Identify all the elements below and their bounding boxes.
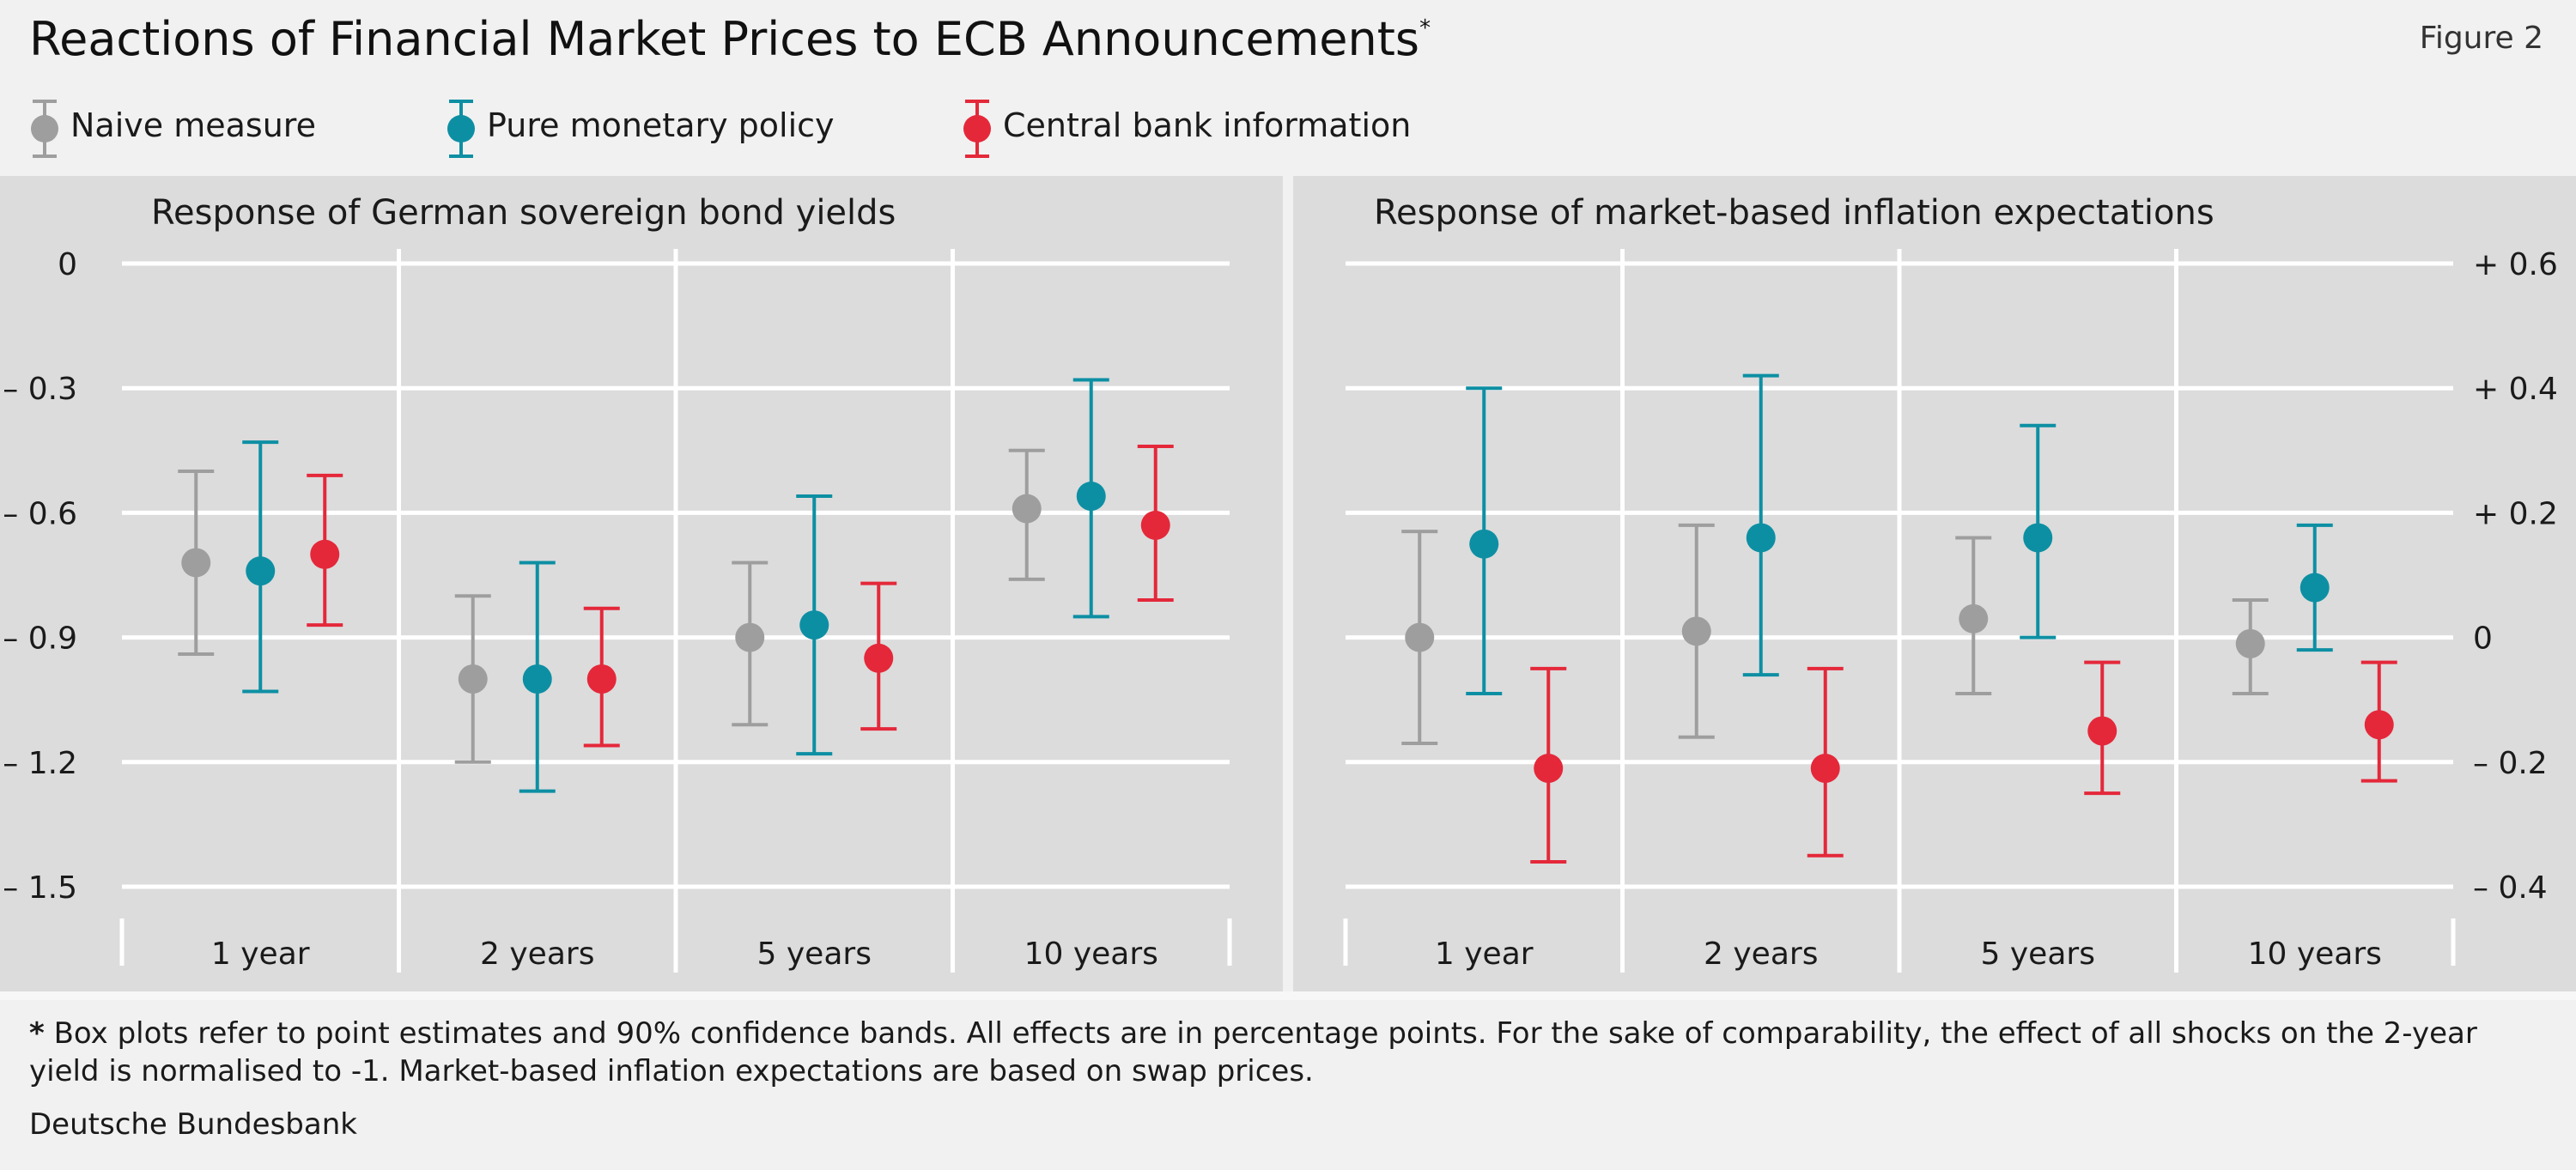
inflation-point [1405, 622, 1435, 652]
inflation-point [2235, 628, 2265, 658]
bond-ytick-label: – 0.9 [3, 621, 77, 657]
bond-point [586, 664, 617, 694]
bond-ytick-label: – 0.3 [3, 372, 77, 407]
inflation-point [1959, 603, 1989, 633]
bond-ytick-label: – 0.6 [3, 496, 77, 531]
legend-label-cb-info: Central bank information [1003, 106, 1412, 144]
bond-category-label: 10 years [1024, 937, 1158, 972]
source: Deutsche Bundesbank [29, 1107, 357, 1142]
title-footnote-mark: * [1419, 15, 1431, 41]
chart-title-text: Reactions of Financial Market Prices to … [29, 12, 1420, 66]
inflation-category-label: 2 years [1704, 937, 1818, 972]
bond-point [1140, 510, 1170, 540]
legend-marker-cb-info [963, 100, 991, 158]
inflation-point [2087, 716, 2117, 746]
inflation-point [2300, 573, 2330, 603]
inflation-point [1681, 616, 1711, 646]
legend-marker-naive [31, 100, 58, 158]
right-panel-background [1293, 176, 2576, 991]
bond-ytick-label: – 1.5 [3, 870, 77, 906]
right-panel-title: Response of market-based inflation expec… [1374, 193, 2215, 233]
legend-label-pure-mp: Pure monetary policy [487, 106, 835, 144]
footnote-text: Box plots refer to point estimates and 9… [29, 1016, 2477, 1088]
bond-point [246, 556, 276, 586]
bond-point [1012, 494, 1042, 524]
left-panel-background [0, 176, 1283, 991]
legend-label-naive: Naive measure [70, 106, 316, 144]
bond-category-label: 5 years [757, 937, 872, 972]
inflation-category-label: 5 years [1981, 937, 2095, 972]
legend: Naive measure Pure monetary policy Centr… [0, 86, 1546, 172]
bond-point [458, 664, 488, 694]
bond-category-label: 1 year [211, 937, 310, 972]
bond-point [1076, 482, 1106, 512]
bond-point [181, 548, 211, 578]
inflation-category-label: 10 years [2248, 937, 2382, 972]
inflation-ytick-label: + 0.2 [2473, 496, 2558, 531]
bond-category-label: 2 years [480, 937, 594, 972]
inflation-point [1746, 523, 1776, 553]
inflation-ytick-label: + 0.4 [2473, 372, 2558, 407]
inflation-category-label: 1 year [1435, 937, 1534, 972]
inflation-point [1469, 529, 1499, 559]
footnote-mark: * [29, 1016, 45, 1051]
chart-title: Reactions of Financial Market Prices to … [29, 12, 1431, 66]
left-panel-title: Response of German sovereign bond yields [151, 193, 896, 233]
inflation-ytick-label: 0 [2473, 621, 2493, 657]
inflation-point [2023, 523, 2053, 553]
inflation-point [2364, 710, 2394, 740]
inflation-ytick-label: – 0.2 [2473, 746, 2548, 781]
inflation-ytick-label: – 0.4 [2473, 870, 2548, 906]
bond-ytick-label: 0 [58, 247, 77, 282]
panel-separator [0, 991, 2576, 1000]
figure-label: Figure 2 [2419, 21, 2543, 56]
bond-point [310, 539, 340, 569]
bond-ytick-label: – 1.2 [3, 746, 77, 781]
bond-point [522, 664, 552, 694]
inflation-ytick-label: + 0.6 [2473, 247, 2558, 282]
bond-point [864, 643, 894, 673]
bond-point [799, 610, 829, 640]
inflation-point [1810, 754, 1840, 784]
legend-marker-pure-mp [447, 100, 475, 158]
inflation-point [1534, 754, 1564, 784]
footnote: * Box plots refer to point estimates and… [29, 1015, 2554, 1090]
bond-point [735, 622, 765, 652]
